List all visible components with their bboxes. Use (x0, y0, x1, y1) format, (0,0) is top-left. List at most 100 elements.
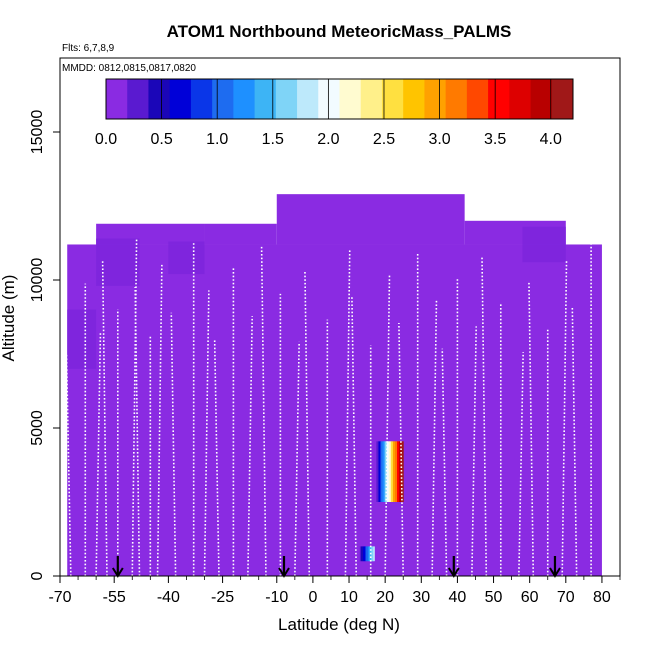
highlight-cell (382, 441, 386, 502)
field-patch (67, 309, 97, 369)
highlight-cell (359, 546, 362, 562)
highlight-cell (397, 441, 400, 502)
colorbar-tick-label: 1.5 (262, 131, 284, 148)
flight-profile (294, 341, 300, 577)
colorbar-segment (190, 79, 213, 119)
x-tick-label: 30 (412, 589, 430, 606)
colorbar-segment (488, 79, 510, 119)
flight-profile (344, 249, 351, 577)
highlight-cell (380, 441, 384, 502)
highlight-cell (364, 546, 366, 562)
flight-profile (247, 316, 254, 577)
highlight-cell (388, 441, 392, 502)
x-tick-label: 20 (376, 589, 394, 606)
y-tick-label: 5000 (29, 410, 46, 446)
colorbar-segment (275, 79, 298, 119)
colorbar-segment (148, 79, 171, 119)
flight-profile (95, 331, 102, 577)
x-tick-label: -70 (48, 589, 71, 606)
flight-profile (481, 256, 488, 577)
colorbar-tick-label: 0.5 (150, 131, 172, 148)
highlight-cell (384, 441, 388, 502)
colorbar-segment (424, 79, 447, 119)
x-tick-label: 70 (557, 589, 575, 606)
highlight-cell (367, 546, 369, 562)
x-axis-label: Latitude (deg N) (278, 615, 400, 634)
colorbar-segment (318, 79, 340, 119)
highlight-cell (394, 441, 398, 502)
highlight-cell (376, 441, 379, 502)
highlight-cell (372, 546, 374, 562)
x-tick-label: -10 (265, 589, 288, 606)
x-tick-label: -40 (157, 589, 180, 606)
x-tick-label: 60 (521, 589, 539, 606)
plot-frame (59, 57, 621, 577)
highlight-cell (368, 546, 370, 562)
x-tick-label: -55 (103, 589, 126, 606)
colorbar-segment (127, 79, 149, 119)
field-region (276, 194, 465, 245)
colorbar: 0.0 0.5 1.0 1.5 2.0 2.5 3.0 3.5 4.0 (95, 78, 574, 148)
y-tick-label: 0 (29, 571, 46, 580)
colorbar-tick-label: 2.5 (373, 131, 395, 148)
highlight-cell (362, 546, 365, 562)
colorbar-segment (466, 79, 489, 119)
flight-profile (528, 281, 535, 577)
highlight-cell (399, 441, 402, 502)
highlight-cell (373, 546, 375, 562)
flights-label: Flts: 6,7,8,9 (62, 43, 115, 54)
colorbar-segment (169, 79, 192, 119)
flight-profile (571, 307, 578, 577)
field-patch (522, 226, 566, 263)
flight-profile (398, 322, 405, 577)
flight-profile (65, 353, 72, 577)
flight-profile (561, 259, 568, 577)
colorbar-tick-label: 4.0 (540, 131, 562, 148)
colorbar-segment (254, 79, 277, 119)
x-tick-label: 50 (485, 589, 503, 606)
highlight-cell (374, 441, 377, 502)
colorbar-segment (297, 79, 319, 119)
colorbar-tick-label: 3.5 (484, 131, 506, 148)
colorbar-segment (360, 79, 383, 119)
x-tick-label: 40 (449, 589, 467, 606)
colorbar-segment (339, 79, 362, 119)
axes: -70 -55 -40 -25 -10 0 10 20 30 40 50 60 70 80 0 5000 100… (29, 57, 621, 606)
highlight-cell (386, 441, 390, 502)
colorbar-segment (445, 79, 468, 119)
x-tick-label: -25 (211, 589, 234, 606)
colorbar-segment (106, 79, 128, 119)
chart-title: ATOM1 Northbound MeteoricMass_PALMS (167, 22, 512, 41)
flight-profile (156, 264, 163, 577)
colorbar-tick-label: 1.0 (206, 131, 228, 148)
x-tick-label: 10 (340, 589, 358, 606)
colorbar-segment (509, 79, 531, 119)
dates-label: MMDD: 0812,0815,0817,0820 (62, 63, 196, 74)
plot-area (65, 194, 602, 578)
flight-profile (304, 271, 311, 577)
colorbar-segment (403, 79, 425, 119)
flight-profile (134, 287, 141, 577)
colorbar-segment (530, 79, 553, 119)
colorbar-segment (551, 79, 574, 119)
flight-profile (203, 290, 210, 577)
colorbar-segment (233, 79, 255, 119)
field-region (67, 244, 602, 577)
highlight-cell (360, 546, 363, 562)
highlight-cell (366, 546, 368, 562)
highlight-cell (371, 546, 373, 562)
y-tick-label: 15000 (29, 110, 46, 155)
flight-profile (518, 352, 524, 577)
colorbar-segment (381, 79, 404, 119)
highlight-cell (361, 546, 364, 562)
colorbar-tick-label: 0.0 (95, 131, 117, 148)
highlight-cell (378, 441, 382, 502)
colorbar-tick-label: 2.0 (317, 131, 339, 148)
highlight-cell (392, 441, 396, 502)
x-tick-label: 80 (593, 589, 611, 606)
x-tick-label: 0 (308, 589, 317, 606)
highlight-cell (390, 441, 394, 502)
highlight-cell (365, 546, 367, 562)
